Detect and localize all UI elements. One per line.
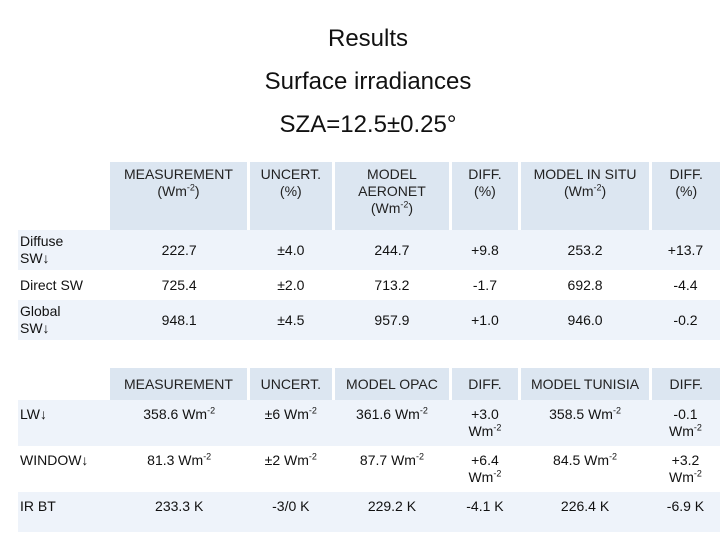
cell: +13.7	[650, 230, 720, 270]
cell: 358.6 Wm-2	[109, 400, 249, 446]
cell: ±2.0	[248, 270, 334, 300]
cell: +3.0 Wm-2	[450, 400, 520, 446]
cell: -0.1 Wm-2	[650, 400, 720, 446]
cell: -3/0 K	[248, 492, 334, 532]
table-header-row: MEASUREMENT (Wm-2) UNCERT. (%) MODEL AER…	[18, 162, 720, 230]
cell: 233.3 K	[109, 492, 249, 532]
cell: 713.2	[333, 270, 451, 300]
table-header-row: MEASUREMENT UNCERT. MODEL OPAC DIFF. MOD…	[18, 368, 720, 400]
cell: -4.4	[650, 270, 720, 300]
cell: 358.5 Wm-2	[519, 400, 651, 446]
header-measurement: MEASUREMENT (Wm-2)	[109, 162, 249, 230]
cell: -0.2	[650, 300, 720, 340]
header-diff: DIFF.	[449, 368, 520, 400]
page-subtitle: Surface irradiances	[264, 68, 472, 95]
header-uncert: UNCERT. (%)	[246, 162, 334, 230]
row-label: IR BT	[18, 492, 110, 532]
cell: 361.6 Wm-2	[333, 400, 451, 446]
header-uncert: UNCERT.	[246, 368, 334, 400]
cell: -4.1 K	[450, 492, 520, 532]
header-diff: DIFF. (%)	[649, 162, 720, 230]
cell: 244.7	[333, 230, 451, 270]
cell: 81.3 Wm-2	[109, 446, 249, 492]
header-diff: DIFF. (%)	[449, 162, 520, 230]
cell: -6.9 K	[650, 492, 720, 532]
cell: 692.8	[519, 270, 651, 300]
header-blank	[18, 368, 110, 400]
sw-irradiance-table: MEASUREMENT (Wm-2) UNCERT. (%) MODEL AER…	[18, 162, 720, 340]
cell: 222.7	[109, 230, 249, 270]
cell: 957.9	[333, 300, 451, 340]
cell: 87.7 Wm-2	[333, 446, 451, 492]
cell: 84.5 Wm-2	[519, 446, 651, 492]
cell: -1.7	[450, 270, 520, 300]
table-row: LW↓ 358.6 Wm-2 ±6 Wm-2 361.6 Wm-2 +3.0 Wm…	[18, 400, 720, 446]
header-model-tunisia: MODEL TUNISIA	[517, 368, 651, 400]
header-diff: DIFF.	[649, 368, 720, 400]
row-label: Direct SW	[18, 270, 110, 300]
cell: ±4.0	[248, 230, 334, 270]
table-row: WINDOW↓ 81.3 Wm-2 ±2 Wm-2 87.7 Wm-2 +6.4…	[18, 446, 720, 492]
cell: +6.4 Wm-2	[450, 446, 520, 492]
sza-label: SZA=12.5±0.25°	[279, 111, 457, 138]
cell: ±4.5	[248, 300, 334, 340]
table-row: Diffuse SW↓ 222.7 ±4.0 244.7 +9.8 253.2 +…	[18, 230, 720, 270]
cell: 948.1	[109, 300, 249, 340]
cell: +1.0	[450, 300, 520, 340]
cell: 226.4 K	[519, 492, 651, 532]
page-title: Results	[327, 25, 409, 52]
header-model-opac: MODEL OPAC	[331, 368, 451, 400]
cell: +3.2 Wm-2	[650, 446, 720, 492]
cell: 253.2	[519, 230, 651, 270]
cell: +9.8	[450, 230, 520, 270]
cell: 946.0	[519, 300, 651, 340]
row-label: Diffuse SW↓	[18, 230, 110, 270]
header-blank	[18, 162, 110, 230]
table-row: Global SW↓ 948.1 ±4.5 957.9 +1.0 946.0 -0…	[18, 300, 720, 340]
header-model-in-situ: MODEL IN SITU (Wm-2)	[517, 162, 651, 230]
cell: ±2 Wm-2	[248, 446, 334, 492]
cell: ±6 Wm-2	[248, 400, 334, 446]
cell: 725.4	[109, 270, 249, 300]
table-row: Direct SW 725.4 ±2.0 713.2 -1.7 692.8 -4…	[18, 270, 720, 300]
cell: 229.2 K	[333, 492, 451, 532]
row-label: WINDOW↓	[18, 446, 110, 492]
table-row: IR BT 233.3 K -3/0 K 229.2 K -4.1 K 226.…	[18, 492, 720, 532]
header-model-aeronet: MODEL AERONET (Wm-2)	[331, 162, 451, 230]
row-label: Global SW↓	[18, 300, 110, 340]
lw-irradiance-table: MEASUREMENT UNCERT. MODEL OPAC DIFF. MOD…	[18, 368, 720, 532]
row-label: LW↓	[18, 400, 110, 446]
header-measurement: MEASUREMENT	[109, 368, 249, 400]
